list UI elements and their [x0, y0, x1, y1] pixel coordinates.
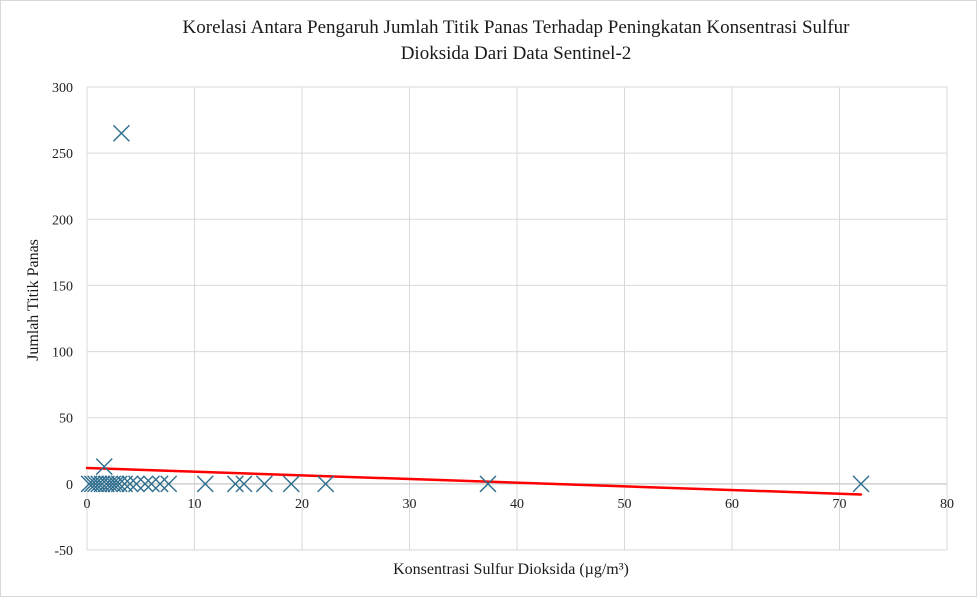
- chart-title-line-2: Dioksida Dari Data Sentinel-2: [401, 43, 632, 64]
- data-point: [80, 475, 98, 493]
- data-point: [226, 475, 244, 493]
- x-axis-title: Konsentrasi Sulfur Dioksida (µg/m³): [393, 561, 629, 578]
- data-point: [160, 475, 178, 493]
- y-tick-label: -50: [54, 544, 73, 559]
- data-point: [151, 475, 169, 493]
- data-point: [127, 475, 145, 493]
- data-point: [116, 475, 134, 493]
- y-tick-label: 100: [52, 346, 73, 361]
- x-tick-label: 40: [510, 497, 524, 512]
- x-tick-label: 20: [295, 497, 309, 512]
- y-tick-label: 50: [59, 412, 73, 427]
- trendline-layer: [85, 466, 863, 496]
- data-point: [852, 475, 870, 493]
- data-point: [235, 475, 253, 493]
- y-tick-label: 250: [52, 147, 73, 162]
- x-tick-label: 50: [618, 497, 632, 512]
- x-tick-label: 10: [188, 497, 202, 512]
- data-point: [83, 475, 101, 493]
- y-tick-label: 300: [52, 81, 73, 96]
- x-tick-label: 30: [403, 497, 417, 512]
- x-tick-label: 60: [725, 497, 739, 512]
- x-tick-label: 0: [84, 497, 91, 512]
- chart-title-line-1: Korelasi Antara Pengaruh Jumlah Titik Pa…: [183, 17, 851, 38]
- y-tick-label: 0: [66, 478, 73, 493]
- data-point: [196, 475, 214, 493]
- data-point: [97, 475, 115, 493]
- data-point: [255, 475, 273, 493]
- data-point: [101, 475, 119, 493]
- data-point: [112, 124, 130, 142]
- x-tick-label: 80: [940, 497, 954, 512]
- data-point: [136, 475, 154, 493]
- data-point: [479, 475, 497, 493]
- data-point: [143, 475, 160, 493]
- y-axis-title: Jumlah Titik Panas: [25, 239, 42, 361]
- data-points: [80, 124, 870, 493]
- data-point: [104, 475, 122, 493]
- y-tick-labels: -50 0 50 100 150 200 250 300: [52, 81, 73, 559]
- data-point: [317, 475, 335, 493]
- y-tick-label: 200: [52, 213, 73, 228]
- trendline: [85, 466, 863, 496]
- data-point: [282, 475, 300, 493]
- x-tick-label: 70: [833, 497, 847, 512]
- data-point: [95, 458, 113, 476]
- data-point: [107, 475, 125, 493]
- data-point: [121, 475, 139, 493]
- y-tick-label: 150: [52, 279, 73, 294]
- x-tick-labels: 0 10 20 30 40 50 60 70 80: [84, 497, 955, 512]
